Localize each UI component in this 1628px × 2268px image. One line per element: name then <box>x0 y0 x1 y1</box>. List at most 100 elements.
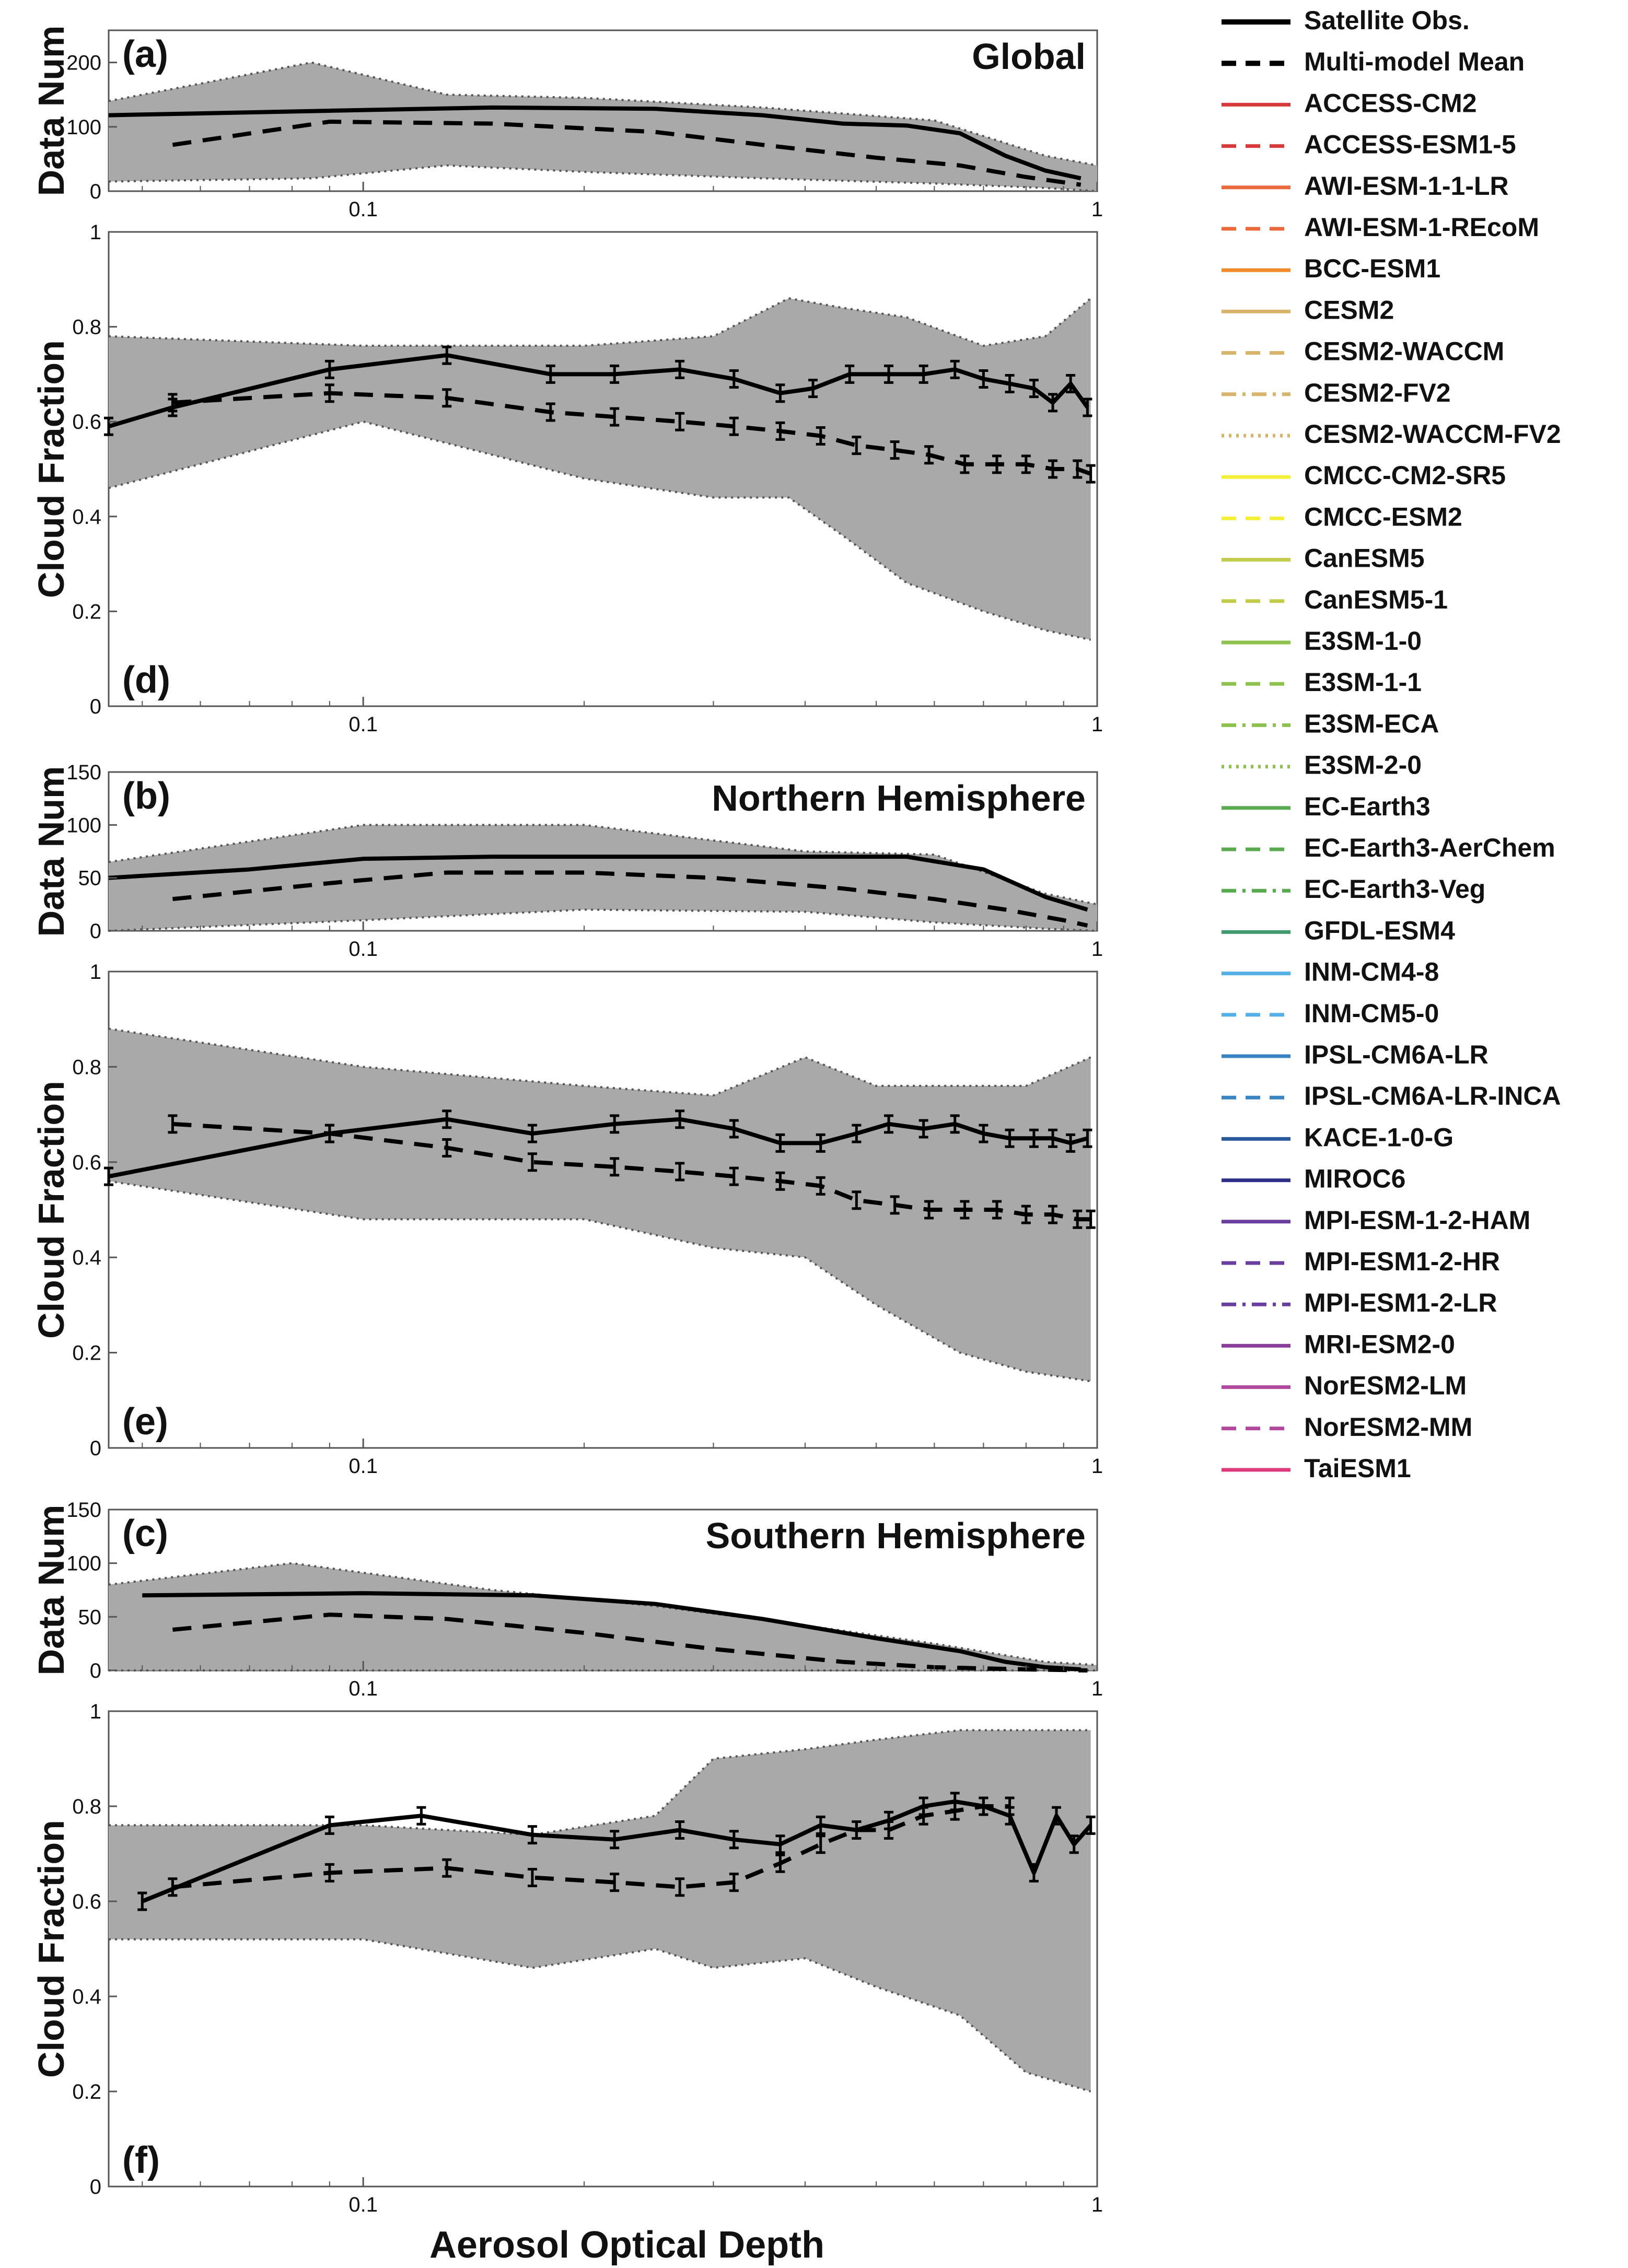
obs-error-bar <box>1005 374 1015 394</box>
obs-error-bar <box>610 1114 620 1134</box>
y-tick-label: 1 <box>90 221 101 244</box>
x-tick-label: 1 <box>1091 2193 1103 2216</box>
model-spread-band <box>109 1028 1091 1382</box>
mean-error-bar <box>168 393 178 413</box>
mean-error-bar <box>610 407 620 427</box>
obs-error-bar <box>675 1109 685 1129</box>
mean-error-bar <box>775 421 785 441</box>
multi-model-mean-line <box>172 1612 1088 1673</box>
mean-error-bar <box>442 1138 452 1158</box>
obs-error-bar <box>104 1166 113 1186</box>
mean-error-bar <box>1021 1205 1031 1224</box>
mean-error-bar <box>675 412 685 431</box>
y-tick-label: 200 <box>66 52 101 75</box>
model-spread-upper <box>108 61 1098 167</box>
legend-label: E3SM-2-0 <box>1304 751 1422 780</box>
obs-error-bar <box>545 364 555 384</box>
mean-error-bar <box>324 1124 334 1143</box>
legend-item: TaiESM1 <box>1222 1454 1411 1483</box>
legend-item: CESM2-WACCM <box>1222 337 1504 366</box>
legend-label: MIROC6 <box>1304 1164 1405 1194</box>
obs-error-bar <box>845 364 855 384</box>
legend-item: E3SM-1-0 <box>1222 626 1422 656</box>
y-axis-label: Cloud Fraction <box>31 1081 72 1339</box>
mean-error-bar <box>527 1868 537 1887</box>
legend-label: CanESM5-1 <box>1304 585 1448 614</box>
mean-error-bar <box>545 402 555 422</box>
mean-error-bar <box>168 1877 178 1897</box>
mean-error-bar <box>675 1162 685 1182</box>
legend-item: AWI-ESM-1-1-LR <box>1222 171 1509 201</box>
mean-error-bar <box>918 1806 928 1826</box>
obs-error-bar <box>884 1114 894 1134</box>
legend-label: IPSL-CM6A-LR <box>1304 1040 1489 1069</box>
obs-error-bar <box>137 1891 147 1911</box>
legend-item: Satellite Obs. <box>1222 6 1470 35</box>
region-title: Northern Hemisphere <box>712 778 1086 819</box>
obs-error-bar <box>918 1119 928 1139</box>
legend-label: INM-CM4-8 <box>1304 957 1439 987</box>
legend-item: NorESM2-MM <box>1222 1412 1472 1442</box>
obs-error-bar <box>1083 1128 1092 1148</box>
legend-item: CESM2 <box>1222 295 1394 324</box>
multi-model-mean-line <box>172 119 1082 187</box>
model-spread-lower <box>108 420 1091 641</box>
obs-error-bar <box>884 364 894 384</box>
model-spread-upper <box>108 297 1091 347</box>
legend-label: KACE-1-0-G <box>1304 1123 1453 1152</box>
legend-label: E3SM-1-0 <box>1304 626 1422 656</box>
legend-label: CESM2-WACCM-FV2 <box>1304 419 1561 449</box>
obs-error-bar <box>808 379 818 399</box>
mean-error-bar <box>852 436 862 455</box>
y-tick-label: 0.8 <box>72 316 101 339</box>
mean-error-bar <box>729 416 739 436</box>
obs-error-bar <box>775 1834 785 1854</box>
model-spread-lower <box>108 164 1098 192</box>
model-spread-lower <box>108 1180 1091 1383</box>
legend-label: AWI-ESM-1-1-LR <box>1304 171 1509 201</box>
x-tick-label: 0.1 <box>348 198 378 221</box>
model-spread-band <box>109 1563 1097 1670</box>
panel-c: 0 50 100 150 0.1 1 Data Num (c) Southern Hemisph… <box>31 1499 1103 1700</box>
y-tick-label: 1 <box>90 961 101 984</box>
legend-item: E3SM-2-0 <box>1222 751 1422 780</box>
legend-label: MPI-ESM1-2-HR <box>1304 1247 1500 1276</box>
mean-error-bar <box>610 1873 620 1892</box>
legend-item: ACCESS-CM2 <box>1222 88 1477 118</box>
obs-error-bar <box>1005 1128 1015 1148</box>
obs-error-bar <box>816 1133 825 1153</box>
y-tick-label: 0.8 <box>72 1056 101 1079</box>
model-spread-band <box>109 825 1097 931</box>
x-tick-label: 0.1 <box>348 1677 378 1700</box>
y-tick-label: 1 <box>90 1700 101 1723</box>
legend-label: BCC-ESM1 <box>1304 254 1440 283</box>
legend-item: CESM2-FV2 <box>1222 378 1451 407</box>
mean-error-bar <box>168 1114 178 1134</box>
panel-d: 0 0.2 0.4 0.6 0.8 1 0.1 1 Cloud Fraction (d) <box>31 221 1103 736</box>
obs-error-bar <box>442 1109 452 1129</box>
mean-error-bar <box>442 388 452 408</box>
y-tick-label: 0 <box>90 180 101 203</box>
mean-error-bar <box>816 426 825 446</box>
obs-error-bar <box>1066 374 1076 394</box>
mean-error-bar <box>960 1200 970 1220</box>
mean-error-bar <box>675 1877 685 1897</box>
legend-label: CanESM5 <box>1304 544 1425 573</box>
legend-label: E3SM-1-1 <box>1304 668 1422 697</box>
mean-error-bar <box>1086 464 1096 484</box>
legend-item: CanESM5-1 <box>1222 585 1448 614</box>
y-tick-label: 150 <box>66 761 101 784</box>
legend-item: CanESM5 <box>1222 544 1425 573</box>
legend-item: NorESM2-LM <box>1222 1371 1467 1400</box>
model-spread-lower <box>108 908 1098 932</box>
mean-error-bar <box>729 1166 739 1186</box>
legend-item: MIROC6 <box>1222 1164 1405 1194</box>
satellite-obs-line <box>108 353 1089 429</box>
y-tick-label: 0 <box>90 2176 101 2199</box>
legend-item: IPSL-CM6A-LR-INCA <box>1222 1081 1561 1110</box>
legend-label: EC-Earth3-AerChem <box>1304 833 1555 862</box>
y-tick-label: 0.6 <box>72 411 101 434</box>
y-tick-label: 100 <box>66 116 101 139</box>
x-tick-label: 0.1 <box>348 2193 378 2216</box>
